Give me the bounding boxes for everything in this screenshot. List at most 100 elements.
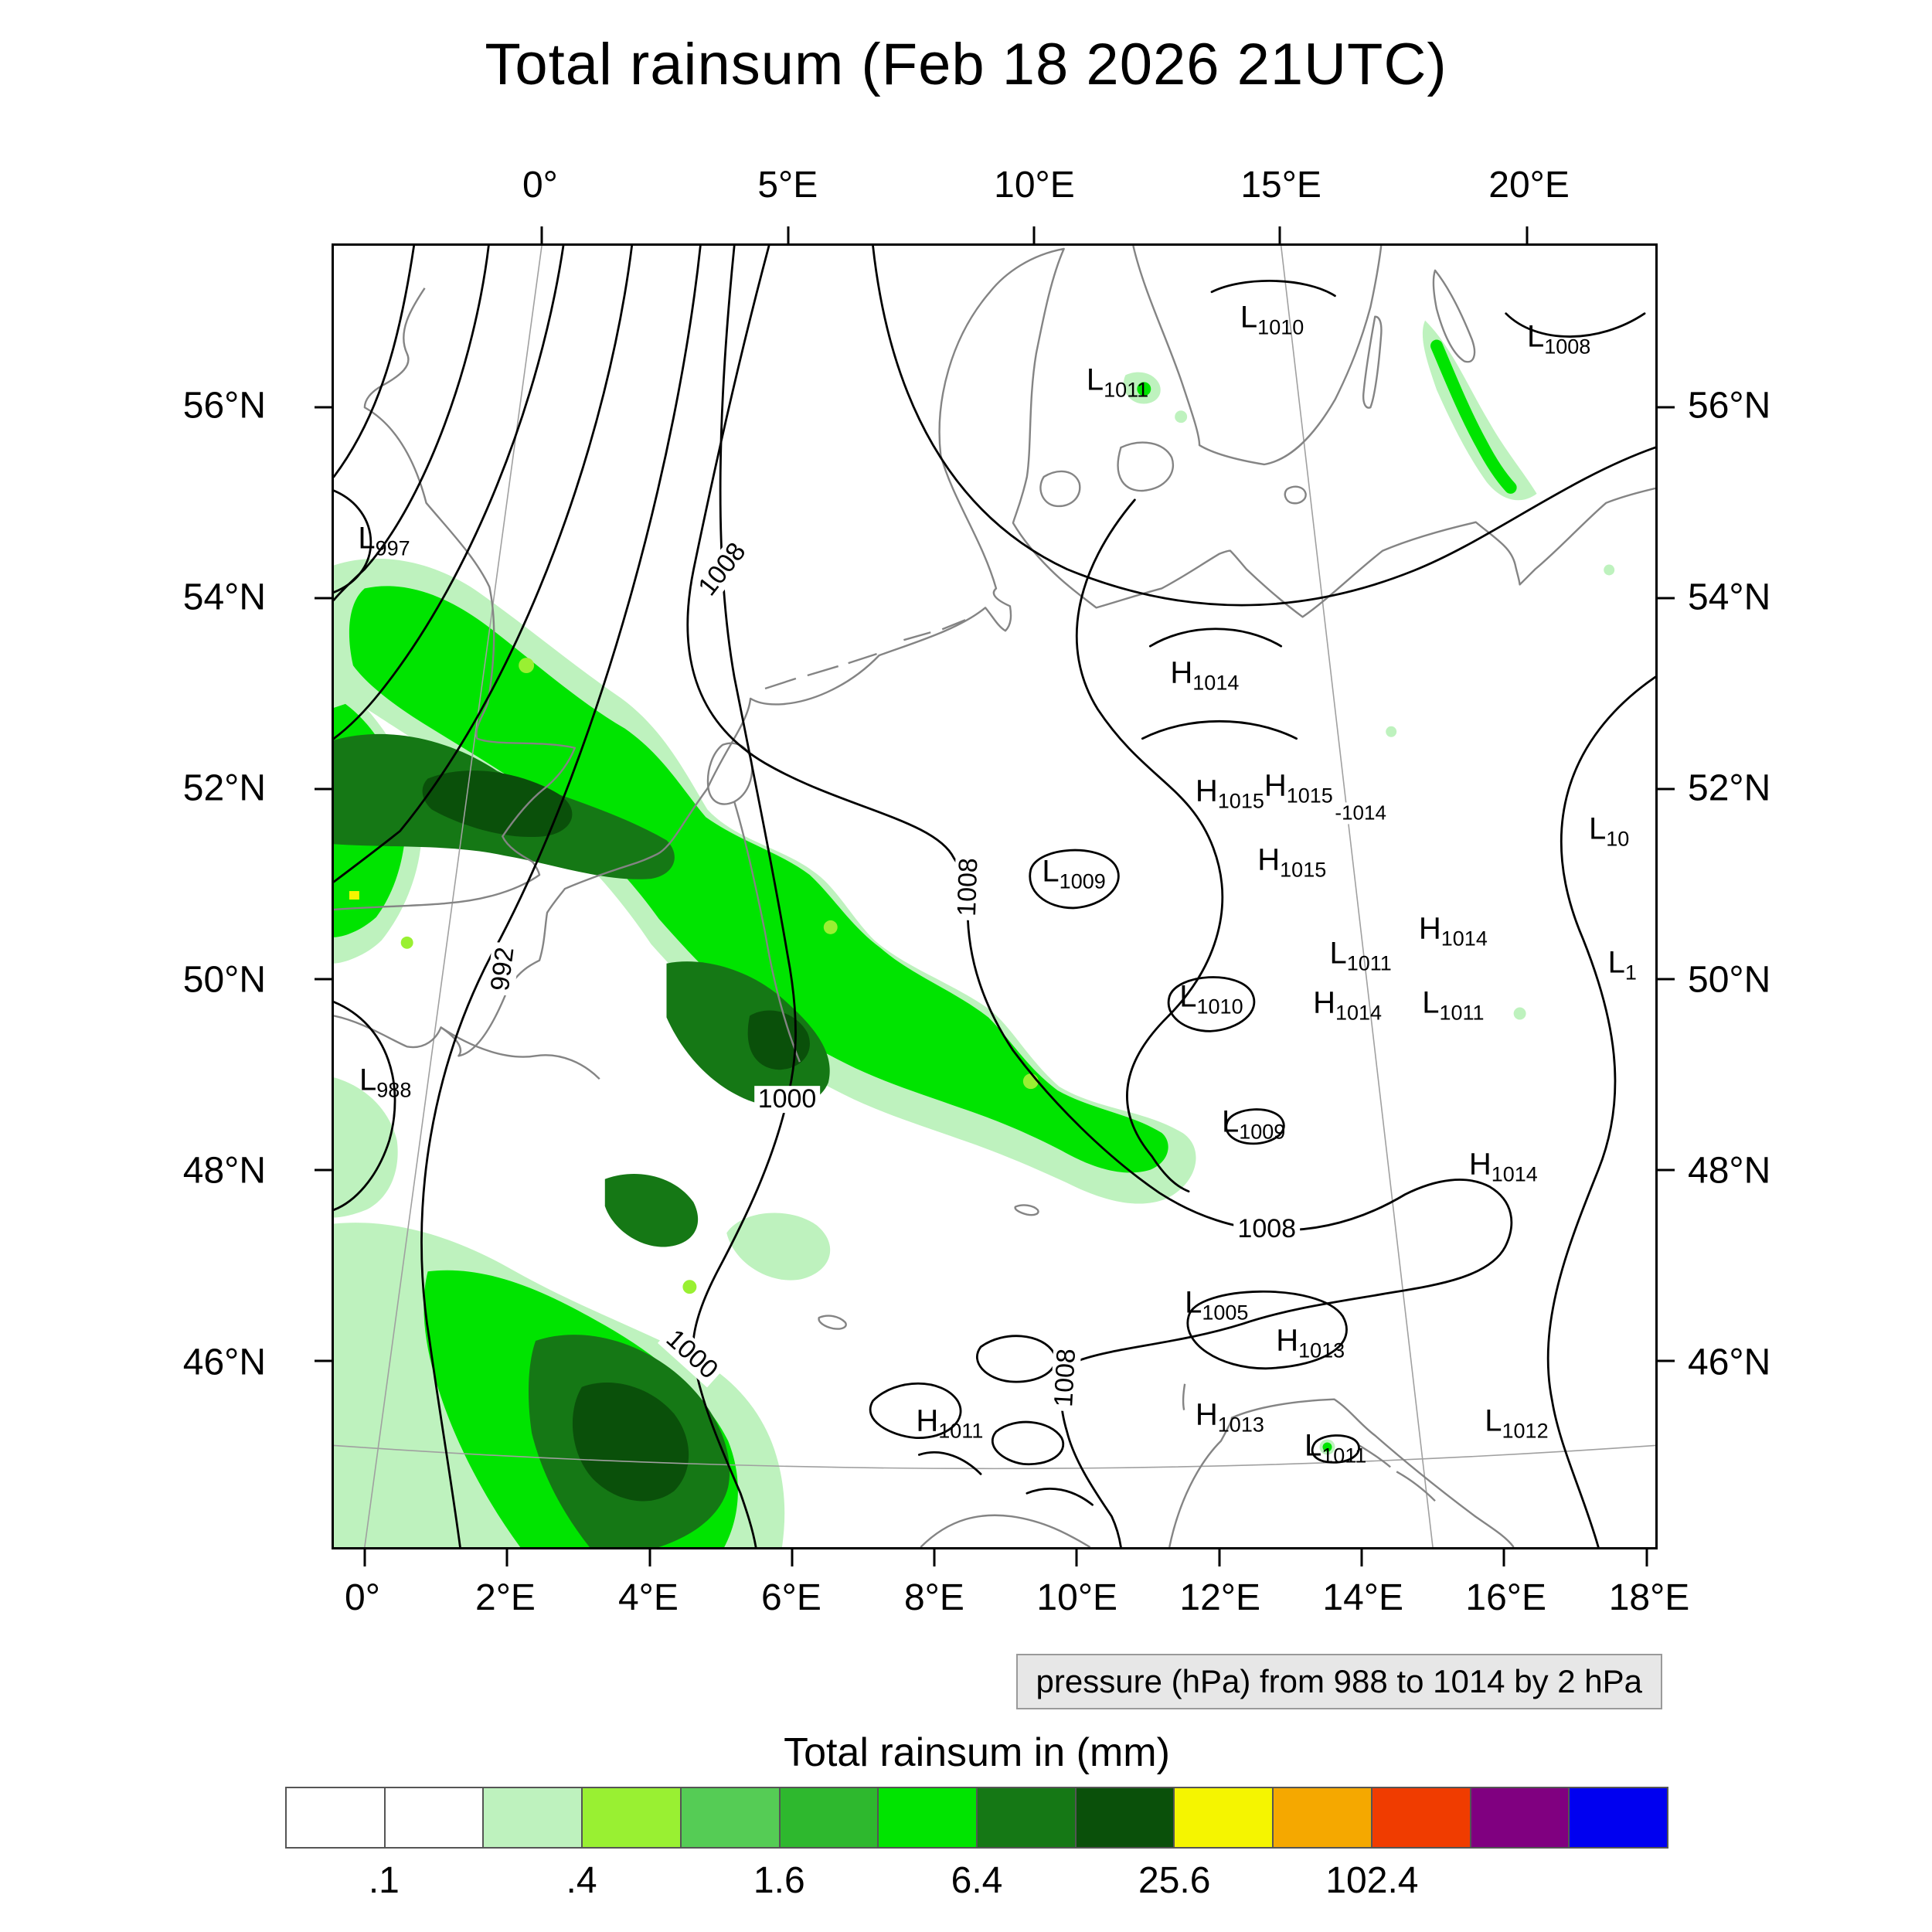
right-tick (1658, 597, 1675, 600)
right-tick (1658, 406, 1675, 409)
axis-right: 56°N 54°N 52°N 50°N 48°N 46°N (1682, 243, 1932, 1549)
pressure-caption: pressure (hPa) from 988 to 1014 by 2 hPa (1015, 1654, 1662, 1709)
colorbar-cell-6 (879, 1788, 978, 1847)
pressure-center-l1011: L1011 (1329, 936, 1392, 975)
left-tick (315, 787, 332, 791)
top-axis-label: 15°E (1240, 165, 1321, 206)
bottom-axis-label: 6°E (760, 1577, 821, 1618)
bottom-tick (1218, 1549, 1221, 1566)
pressure-center-l1012: L1012 (1485, 1403, 1549, 1443)
contour-label-1008: 1008 (1049, 1344, 1081, 1412)
pressure-value: 997 (375, 536, 410, 560)
bottom-tick (1075, 1549, 1078, 1566)
colorbar-cell-8 (1076, 1788, 1175, 1847)
pressure-center-h1013: H1013 (1195, 1397, 1264, 1437)
pressure-center-h1014: H1014 (1468, 1147, 1538, 1186)
pressure-value: 10 (1606, 827, 1630, 851)
bottom-tick (933, 1549, 936, 1566)
right-axis-label: 48°N (1688, 1150, 1771, 1192)
colorbar-cell-13 (1570, 1788, 1668, 1847)
pressure-center-h1014: H1014 (1418, 911, 1488, 951)
top-tick (540, 226, 543, 243)
pressure-value: 1013 (1298, 1338, 1345, 1362)
left-axis-label: 46°N (182, 1342, 266, 1383)
pressure-center-l1010: L1010 (1179, 979, 1243, 1019)
pressure-center-l10: L10 (1588, 811, 1630, 851)
pressure-center-l1009: L1009 (1221, 1104, 1286, 1144)
pressure-value: 1010 (1196, 995, 1243, 1019)
bottom-tick (363, 1549, 366, 1566)
contour-label-1008: 1008 (1233, 1216, 1301, 1243)
left-tick (315, 1359, 332, 1362)
bottom-axis-label: 2°E (475, 1577, 536, 1618)
pressure-value: 1014 (1491, 1162, 1538, 1186)
right-tick (1658, 1168, 1675, 1172)
right-axis-label: 50°N (1688, 959, 1771, 1001)
left-tick (315, 597, 332, 600)
colorbar-cell-12 (1471, 1788, 1570, 1847)
pressure-center-h1014: H1014 (1313, 985, 1383, 1025)
colorbar-cell-5 (780, 1788, 879, 1847)
pressure-value: 1011 (938, 1419, 984, 1443)
colorbar-tick-label: 1.6 (753, 1860, 805, 1901)
bottom-axis-label: 18°E (1608, 1577, 1690, 1618)
top-tick (1526, 226, 1529, 243)
contour-label-1014: -1014 (1333, 801, 1388, 825)
pressure-value: 1009 (1239, 1120, 1286, 1144)
colorbar (285, 1787, 1668, 1849)
colorbar-cell-2 (484, 1788, 583, 1847)
left-axis-label: 48°N (182, 1150, 266, 1192)
map-graphics (334, 246, 1655, 1547)
pressure-center-l1011: L1011 (1422, 985, 1485, 1025)
colorbar-cell-1 (385, 1788, 485, 1847)
top-tick (1032, 226, 1036, 243)
bottom-tick (1645, 1549, 1648, 1566)
bottom-tick (791, 1549, 794, 1566)
colorbar-cell-3 (583, 1788, 682, 1847)
bottom-tick (1502, 1549, 1505, 1566)
pressure-value: 1011 (1439, 1001, 1485, 1025)
pressure-center-h1011: H1011 (916, 1403, 984, 1443)
contour-label-1008: 1008 (952, 853, 983, 921)
colorbar-tick-label: .1 (368, 1860, 400, 1901)
pressure-value: 1 (1624, 961, 1637, 985)
colorbar-tick-label: 25.6 (1138, 1860, 1211, 1901)
colorbar-cell-9 (1175, 1788, 1274, 1847)
map-area: L1010 L1011 L1008 L997 L988 H1014 H1015 H1015 H1… (334, 246, 1655, 1547)
pressure-value: 1015 (1286, 784, 1333, 808)
pressure-value: 1011 (1321, 1444, 1367, 1468)
top-axis-label: 10°E (994, 165, 1075, 206)
pressure-center-h1015: H1015 (1257, 842, 1327, 882)
bottom-axis-label: 12°E (1179, 1577, 1261, 1618)
pressure-value: 1011 (1346, 951, 1392, 975)
bottom-tick (505, 1549, 509, 1566)
left-axis-label: 54°N (182, 577, 266, 618)
top-tick (1278, 226, 1281, 243)
legend-title: Total rainsum in (mm) (784, 1730, 1170, 1775)
colorbar-cell-10 (1274, 1788, 1372, 1847)
colorbar-cell-11 (1372, 1788, 1471, 1847)
contour-label-1000: 1000 (658, 1321, 726, 1387)
right-tick (1658, 787, 1675, 791)
top-axis-label: 5°E (757, 165, 818, 206)
top-axis-label: 0° (522, 165, 558, 206)
rain-shading (334, 320, 1615, 1547)
pressure-center-h1015: H1015 (1195, 774, 1264, 813)
pressure-value: 1010 (1257, 315, 1304, 339)
bottom-tick (648, 1549, 651, 1566)
colorbar-tick-label: 102.4 (1325, 1860, 1419, 1901)
left-axis-label: 56°N (182, 385, 266, 427)
pressure-value: 1005 (1202, 1301, 1249, 1325)
pressure-center-l997: L997 (358, 521, 410, 560)
pressure-center-h1014: H1014 (1170, 655, 1240, 695)
pressure-value: 1014 (1440, 927, 1488, 951)
axis-top: 0° 5°E 10°E 15°E 20°E (332, 164, 1658, 210)
contour-labels-layer: 1008 992 1008 1000 1000 1008 1008 -1014 (334, 246, 1655, 1547)
pressure-center-l1: L1 (1607, 945, 1637, 985)
left-tick (315, 1168, 332, 1172)
pressure-value: 1015 (1217, 789, 1264, 813)
colorbar-cell-4 (681, 1788, 781, 1847)
right-tick (1658, 1359, 1675, 1362)
right-tick (1658, 978, 1675, 981)
